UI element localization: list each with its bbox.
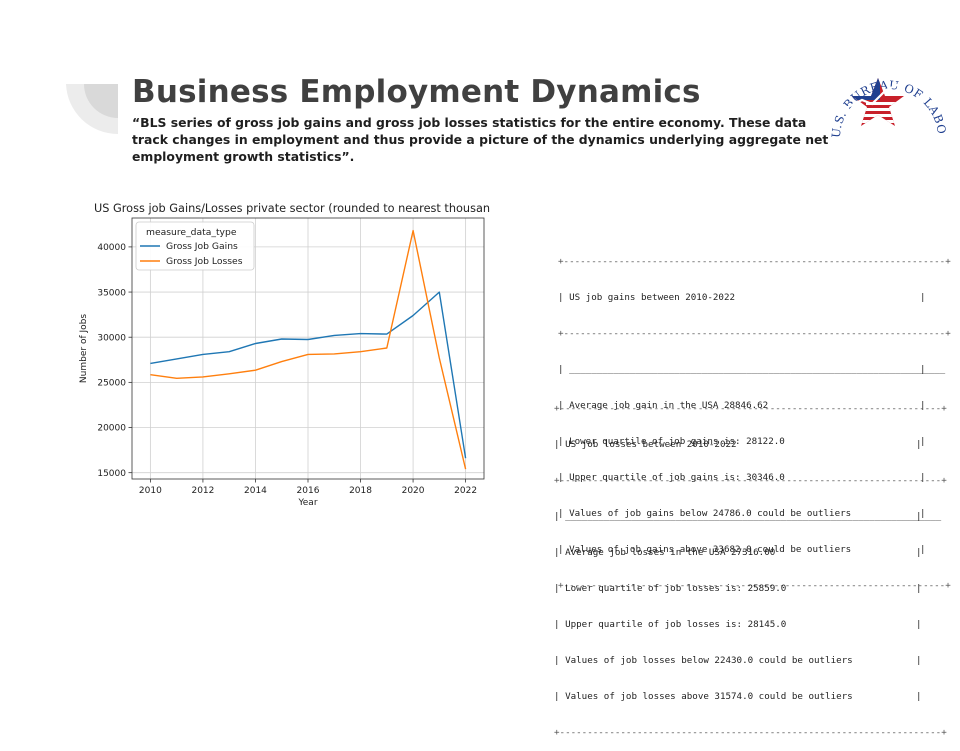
y-tick-label: 15000 (97, 469, 126, 479)
x-tick-label: 2016 (297, 486, 320, 496)
y-axis-label: Number of Jobs (79, 314, 89, 383)
losses-header: US job losses between 2010-2022 (565, 439, 737, 450)
plot-frame (131, 217, 485, 480)
slide-quote: “BLS series of gross job gains and gross… (132, 115, 829, 164)
y-tick-label: 30000 (97, 333, 126, 343)
y-tick-label: 20000 (97, 424, 126, 434)
losses-line: Values of job losses below 22430.0 could… (565, 655, 853, 666)
gains-line: Average job gain in the USA 28846.62 (569, 400, 769, 411)
x-tick-label: 2010 (139, 486, 162, 496)
x-tick-label: 2014 (244, 486, 267, 496)
y-tick-label: 25000 (97, 379, 126, 389)
legend-entry-losses: Gross Job Losses (166, 256, 243, 267)
decorative-shape (66, 84, 118, 135)
gains-line: Values of job gains below 24786.0 could … (569, 508, 852, 519)
chart-legend: measure_data_type Gross Job Gains Gross … (135, 221, 255, 271)
gains-line: Lower quartile of job gains is: 28122.0 (569, 436, 785, 447)
series-line-losses (150, 229, 467, 470)
slide-title: Business Employment Dynamics (132, 74, 701, 110)
x-tick-label: 2020 (402, 486, 425, 496)
chart-title: US Gross job Gains/Losses private sector… (94, 202, 490, 215)
x-tick-label: 2018 (349, 486, 372, 496)
legend-title: measure_data_type (146, 227, 237, 238)
series-line-gains (150, 291, 467, 459)
gains-line: Upper quartile of job gains is: 30346.0 (569, 472, 785, 483)
x-tick-label: 2012 (191, 486, 214, 496)
logo-text: U.S. BUREAU OF LABOR STATISTICS (826, 46, 946, 138)
y-tick-label: 35000 (97, 288, 126, 298)
legend-entry-gains: Gross Job Gains (166, 241, 238, 252)
chart-ticks: 2010 2012 2014 2016 2018 2020 2022 15000 20000 25… (97, 243, 477, 496)
svg-text:U.S. BUREAU OF LABOR STATISTIC: U.S. BUREAU OF LABOR STATISTICS (826, 46, 946, 138)
chart-grid (132, 218, 484, 479)
job-losses-summary-box: +---------------------------------------… (554, 403, 947, 738)
bls-logo: U.S. BUREAU OF LABOR STATISTICS (826, 46, 946, 138)
y-tick-label: 40000 (97, 243, 126, 253)
losses-line: Upper quartile of job losses is: 28145.0 (565, 619, 787, 630)
x-axis-label: Year (297, 498, 317, 508)
x-tick-label: 2022 (454, 486, 477, 496)
losses-line: Average job losses in the USA 27316.00 (565, 547, 776, 558)
losses-line: Values of job losses above 31574.0 could… (565, 691, 853, 702)
losses-line: Lower quartile of job losses is: 25859.0 (565, 583, 787, 594)
gains-header: US job gains between 2010-2022 (569, 292, 736, 303)
job-gains-losses-chart: US Gross job Gains/Losses private sector… (79, 202, 490, 508)
chart-series (150, 229, 467, 470)
